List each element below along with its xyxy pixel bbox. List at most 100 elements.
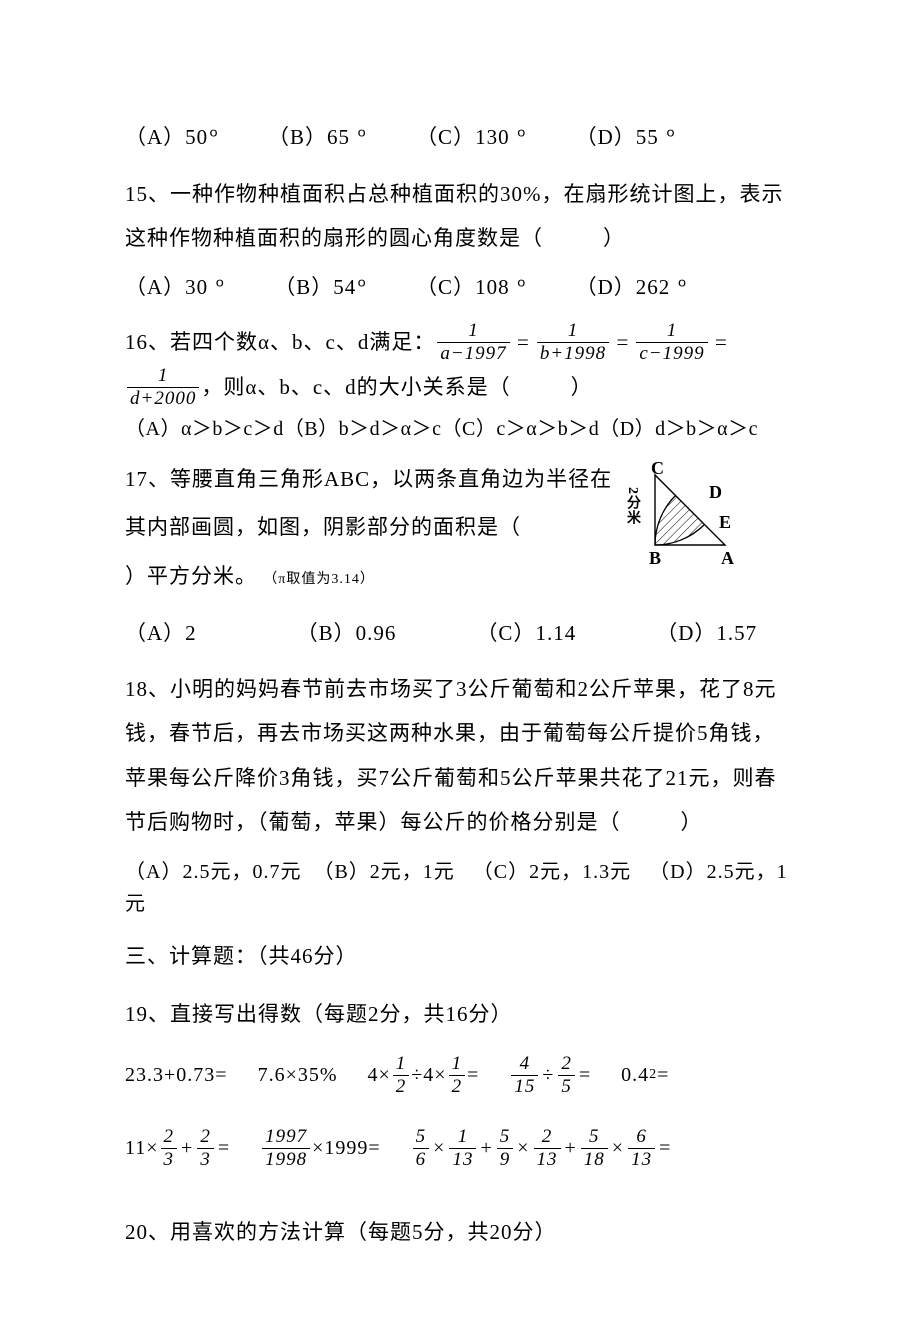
num: 6 — [628, 1127, 655, 1148]
frac: 19971998 — [262, 1127, 310, 1170]
frac: 213 — [534, 1127, 561, 1170]
opt-text: （D）262 — [576, 275, 677, 299]
degree-mark: º — [665, 128, 677, 148]
num: 5 — [497, 1127, 514, 1148]
q14-opt-a: （A）50º — [125, 122, 220, 154]
frac-4: 1d+2000 — [127, 366, 199, 409]
q15-text-end: ） — [603, 226, 625, 250]
q17-opt-d: （D）1.57 — [656, 618, 757, 650]
plus: + — [181, 1138, 193, 1158]
q18-opt-c: （C）2元，1.3元 — [473, 861, 631, 883]
eq: = — [467, 1065, 479, 1085]
q16-opt-d: （D）d＞b＞α＞c — [599, 418, 758, 440]
q15-opt-a: （A）30 º — [125, 272, 226, 304]
eq: = — [615, 327, 630, 359]
q17-block: 17、等腰直角三角形ABC，以两条直角边为半径在 其内部画圆，如图，阴影部分的面… — [125, 455, 795, 600]
eq: = — [659, 1138, 671, 1158]
opt-text: （A）30 — [125, 275, 214, 299]
frac-2: 1b+1998 — [537, 321, 609, 364]
q17-opt-a: （A）2 — [125, 618, 197, 650]
frac: 518 — [581, 1127, 608, 1170]
num: 1 — [636, 321, 707, 342]
num: 4 — [511, 1054, 538, 1075]
plus: + — [480, 1138, 492, 1158]
q14-options: （A）50º （B）65 º （C）130 º （D）55 º — [125, 122, 795, 154]
q19-e4: 415 ÷ 25 = — [509, 1054, 591, 1097]
num: 1 — [393, 1054, 410, 1075]
eq: = — [579, 1065, 591, 1085]
num: 2 — [534, 1127, 561, 1148]
den: d+2000 — [127, 387, 199, 409]
q19-e5: 0.42= — [621, 1065, 669, 1085]
num: 1 — [449, 1054, 466, 1075]
q18-stem: 18、小明的妈妈春节前去市场买了3公斤葡萄和2公斤苹果，花了8元 钱，春节后，再… — [125, 667, 795, 843]
q18-t3: 苹果每公斤降价3角钱，买7公斤葡萄和5公斤苹果共花了21元，则春 — [125, 766, 777, 790]
q18-t1: 18、小明的妈妈春节前去市场买了3公斤葡萄和2公斤苹果，花了8元 — [125, 677, 777, 701]
q19-row1: 23.3+0.73= 7.6×35% 4× 12 ÷4× 12 = 415 ÷ … — [125, 1054, 795, 1097]
q16-opt-a: （A）α＞b＞c＞d — [125, 418, 284, 440]
pre: 11× — [125, 1138, 159, 1158]
q19-e7: 19971998 ×1999= — [260, 1127, 381, 1170]
frac: 12 — [393, 1054, 410, 1097]
q20-title: 20、用喜欢的方法计算（每题5分，共20分） — [125, 1210, 795, 1254]
q17-l1: 17、等腰直角三角形ABC，以两条直角边为半径在 — [125, 467, 612, 491]
q16-line2: 1d+2000 ，则α、b、c、d的大小关系是（） — [125, 366, 795, 409]
q16-tail-end: ） — [571, 372, 593, 404]
opt-text: （B）54 — [274, 275, 356, 299]
fig-label-c: C — [651, 455, 665, 482]
q18-t4-end: ） — [681, 810, 703, 834]
num: 5 — [581, 1127, 608, 1148]
q18-t4: 节后购物时，（葡萄，苹果）每公斤的价格分别是（ — [125, 810, 621, 834]
degree-mark: º — [356, 278, 368, 298]
q15-stem: 15、一种作物种植面积占总种植面积的30%，在扇形统计图上，表示这种作物种植面积… — [125, 172, 795, 260]
degree-mark: º — [516, 128, 528, 148]
q16-lead: 16、若四个数α、b、c、d满足： — [125, 327, 435, 359]
q19-e2: 7.6×35% — [258, 1065, 338, 1085]
q19-row2: 11× 23 + 23 = 19971998 ×1999= 56 × 113 +… — [125, 1127, 795, 1170]
q17-l3: ）平方分米。 — [125, 564, 257, 588]
den: b+1998 — [537, 342, 609, 364]
degree-mark: º — [356, 128, 368, 148]
den: 3 — [197, 1148, 214, 1170]
den: 13 — [449, 1148, 476, 1170]
q16-opt-c: （C）c＞α＞b＞d — [442, 418, 600, 440]
eq: = — [657, 1065, 669, 1085]
q15-text: 15、一种作物种植面积占总种植面积的30%，在扇形统计图上，表示这种作物种植面积… — [125, 182, 784, 250]
q14-opt-d: （D）55 º — [576, 122, 677, 154]
frac: 113 — [449, 1127, 476, 1170]
fig-label-d: D — [709, 479, 723, 506]
eq: = — [516, 327, 531, 359]
plus: + — [565, 1138, 577, 1158]
q17-l2: 其内部画圆，如图，阴影部分的面积是（ — [125, 515, 521, 539]
num: 2 — [558, 1054, 575, 1075]
times: × — [517, 1138, 529, 1158]
q17-opt-c: （C）1.14 — [476, 618, 576, 650]
frac: 23 — [161, 1127, 178, 1170]
q17-options: （A）2 （B）0.96 （C）1.14 （D）1.57 — [125, 618, 795, 650]
fig-label-e: E — [719, 509, 732, 536]
q18-options: （A）2.5元，0.7元 （B）2元，1元 （C）2元，1.3元 （D）2.5元… — [125, 856, 795, 920]
pre: 4× — [368, 1065, 391, 1085]
q18-opt-a: （A）2.5元，0.7元 — [125, 861, 301, 883]
q15-options: （A）30 º （B）54º （C）108 º （D）262 º — [125, 272, 795, 304]
den: 15 — [511, 1075, 538, 1097]
num: 1997 — [262, 1127, 310, 1148]
fig-label-b: B — [649, 545, 662, 572]
q19-e8: 56 × 113 + 59 × 213 + 518 × 613 = — [411, 1127, 672, 1170]
degree-mark: º — [208, 128, 220, 148]
den: 2 — [393, 1075, 410, 1097]
times: × — [433, 1138, 445, 1158]
den: 2 — [449, 1075, 466, 1097]
div: ÷ — [542, 1065, 554, 1085]
triangle-svg — [625, 455, 755, 565]
opt-text: （D）55 — [576, 125, 665, 149]
q17-opt-b: （B）0.96 — [297, 618, 397, 650]
q19-e3: 4× 12 ÷4× 12 = — [368, 1054, 480, 1097]
frac: 12 — [449, 1054, 466, 1097]
frac: 56 — [413, 1127, 430, 1170]
q16-line1: 16、若四个数α、b、c、d满足： 1a−1997 = 1b+1998 = 1c… — [125, 321, 795, 364]
frac: 23 — [197, 1127, 214, 1170]
degree-mark: º — [214, 278, 226, 298]
num: 5 — [413, 1127, 430, 1148]
q18-opt-b: （B）2元，1元 — [313, 861, 454, 883]
